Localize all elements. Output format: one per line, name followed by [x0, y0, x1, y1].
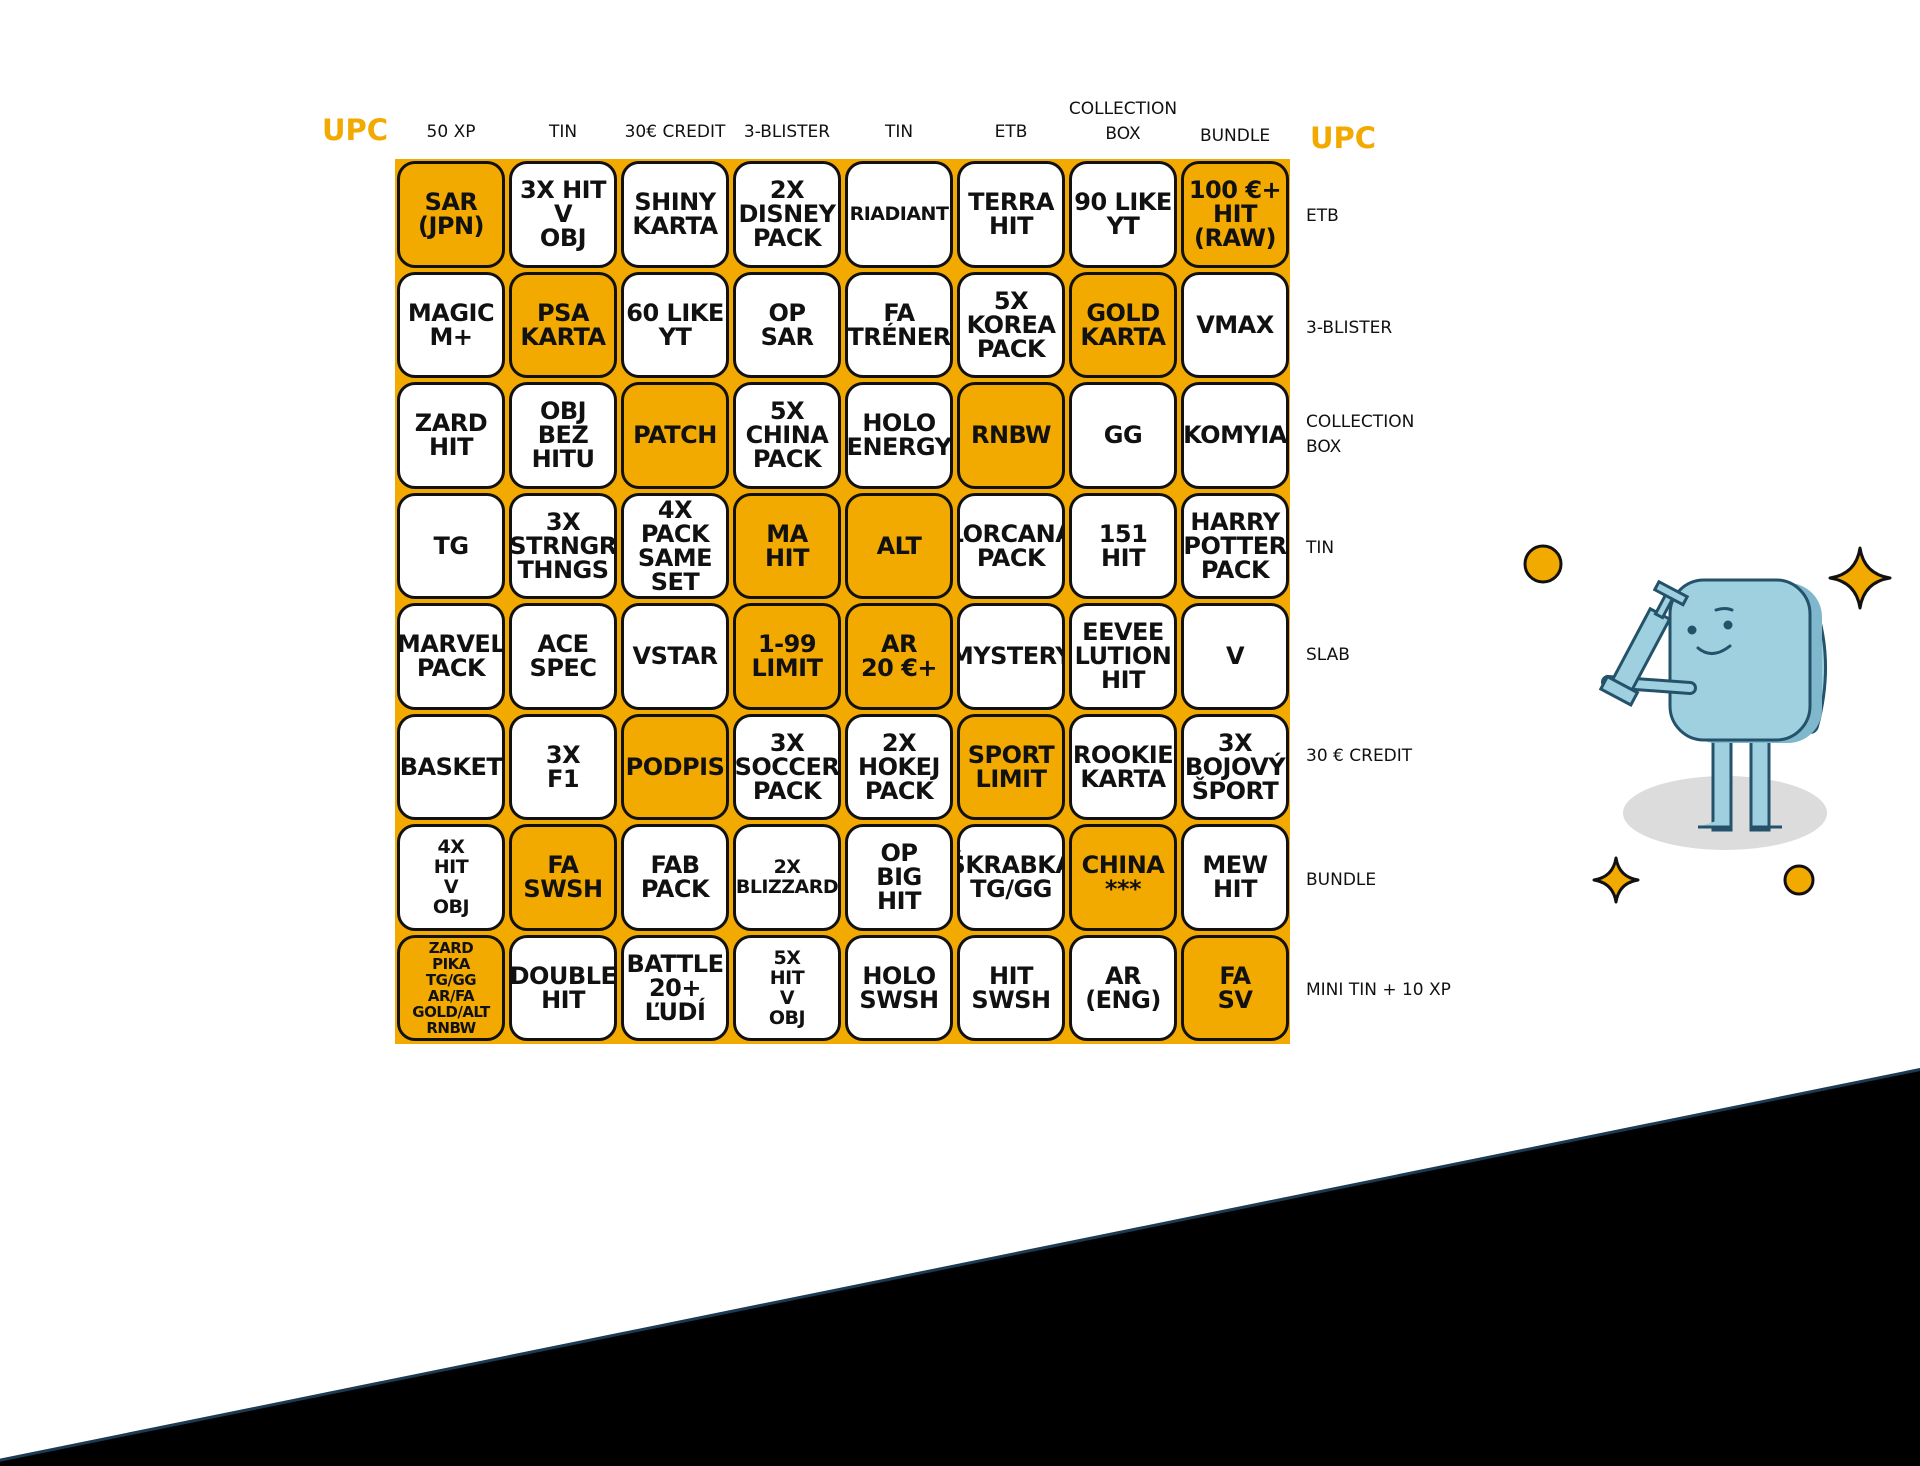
bingo-cell[interactable]: AR (ENG): [1069, 934, 1177, 1041]
bingo-cell[interactable]: ZARD HIT: [397, 382, 505, 489]
column-header: BUNDLE: [1199, 126, 1271, 146]
bingo-cell[interactable]: BATTLE 20+ ĽUDÍ: [621, 934, 729, 1041]
bingo-cell[interactable]: OP BIG HIT: [845, 824, 953, 931]
bingo-cell[interactable]: 60 LIKE YT: [621, 271, 729, 378]
bingo-cell[interactable]: V: [1181, 603, 1289, 710]
bingo-cell[interactable]: ACE SPEC: [509, 603, 617, 710]
bingo-cell[interactable]: AR 20 €+: [845, 603, 953, 710]
bingo-cell[interactable]: MEW HIT: [1181, 824, 1289, 931]
bingo-cell[interactable]: HIT SWSH: [957, 934, 1065, 1041]
sparkle-icon: [1592, 856, 1640, 904]
column-header: 3-BLISTER: [743, 122, 831, 142]
bingo-cell[interactable]: GG: [1069, 382, 1177, 489]
bingo-cell[interactable]: HOLO ENERGY: [845, 382, 953, 489]
column-header: ETB: [994, 122, 1028, 142]
bingo-cell[interactable]: MA HIT: [733, 492, 841, 599]
bingo-cell[interactable]: 3X HIT V OBJ: [509, 161, 617, 268]
dot-icon: [1523, 544, 1563, 584]
bingo-cell[interactable]: 5X KOREA PACK: [957, 271, 1065, 378]
bingo-cell[interactable]: MYSTERY: [957, 603, 1065, 710]
bingo-cell[interactable]: MARVEL PACK: [397, 603, 505, 710]
corner-label-left: UPC: [322, 113, 389, 147]
row-header: SLAB: [1306, 645, 1350, 665]
bingo-cell[interactable]: 3X BOJOVÝ ŠPORT: [1181, 713, 1289, 820]
bingo-cell[interactable]: 3X STRNGR THNGS: [509, 492, 617, 599]
bingo-cell[interactable]: GOLD KARTA: [1069, 271, 1177, 378]
bingo-cell[interactable]: VMAX: [1181, 271, 1289, 378]
row-header: 30 € CREDIT: [1306, 746, 1413, 766]
row-header: MINI TIN + 10 XP: [1306, 980, 1451, 1000]
column-header: 30€ CREDIT: [624, 122, 726, 142]
column-header: TIN: [548, 122, 578, 142]
bingo-cell[interactable]: KOMYIA: [1181, 382, 1289, 489]
bingo-cell[interactable]: OP SAR: [733, 271, 841, 378]
bingo-cell[interactable]: LORCANA PACK: [957, 492, 1065, 599]
row-header: BUNDLE: [1306, 870, 1377, 890]
corner-label-right: UPC: [1310, 121, 1377, 155]
bingo-cell[interactable]: HARRY POTTER PACK: [1181, 492, 1289, 599]
bingo-cell[interactable]: PODPIS: [621, 713, 729, 820]
bingo-cell[interactable]: 2X HOKEJ PACK: [845, 713, 953, 820]
row-header: COLLECTION BOX: [1306, 412, 1415, 457]
bingo-cell[interactable]: 4X HIT V OBJ: [397, 824, 505, 931]
bingo-grid: SAR (JPN) 3X HIT V OBJ SHINY KARTA 2X DISNE…: [395, 159, 1290, 1044]
bingo-cell[interactable]: 90 LIKE YT: [1069, 161, 1177, 268]
bingo-cell[interactable]: 100 €+ HIT (RAW): [1181, 161, 1289, 268]
bingo-cell[interactable]: VSTAR: [621, 603, 729, 710]
bingo-cell[interactable]: CHINA ***: [1069, 824, 1177, 931]
bingo-cell[interactable]: 151 HIT: [1069, 492, 1177, 599]
bingo-cell[interactable]: 1-99 LIMIT: [733, 603, 841, 710]
bingo-cell[interactable]: RIADIANT: [845, 161, 953, 268]
row-header: 3-BLISTER: [1306, 318, 1393, 338]
sparkle-icon: [1828, 546, 1892, 610]
bingo-cell[interactable]: RNBW: [957, 382, 1065, 489]
bingo-board-area: UPC UPC 50 XP TIN 30€ CREDIT 3-BLISTER TIN ET…: [322, 99, 1451, 1044]
bingo-cell[interactable]: 3X SOCCER PACK: [733, 713, 841, 820]
bingo-cell[interactable]: SHINY KARTA: [621, 161, 729, 268]
bingo-cell[interactable]: 3X F1: [509, 713, 617, 820]
bingo-cell[interactable]: HOLO SWSH: [845, 934, 953, 1041]
bingo-cell[interactable]: DOUBLE HIT: [509, 934, 617, 1041]
dot-icon: [1783, 864, 1815, 896]
bingo-cell[interactable]: 2X BLIZZARD: [733, 824, 841, 931]
bingo-cell[interactable]: ALT: [845, 492, 953, 599]
bingo-cell[interactable]: FA SWSH: [509, 824, 617, 931]
bingo-cell[interactable]: PSA KARTA: [509, 271, 617, 378]
column-header: TIN: [884, 122, 914, 142]
bingo-cell[interactable]: TERRA HIT: [957, 161, 1065, 268]
bingo-cell[interactable]: 5X HIT V OBJ: [733, 934, 841, 1041]
robot-mascot-icon: [1598, 578, 1828, 850]
bingo-cell[interactable]: ŠKRABKA TG/GG: [957, 824, 1065, 931]
bingo-cell[interactable]: 2X DISNEY PACK: [733, 161, 841, 268]
bingo-cell[interactable]: SAR (JPN): [397, 161, 505, 268]
bingo-cell[interactable]: ZARD PIKA TG/GG AR/FA GOLD/ALT RNBW: [397, 934, 505, 1041]
bingo-cell[interactable]: FA SV: [1181, 934, 1289, 1041]
bingo-cell[interactable]: MAGIC M+: [397, 271, 505, 378]
column-header: COLLECTION BOX: [1068, 99, 1178, 144]
bingo-cell[interactable]: 4X PACK SAME SET: [621, 492, 729, 599]
bingo-cell[interactable]: 5X CHINA PACK: [733, 382, 841, 489]
bingo-cell[interactable]: PATCH: [621, 382, 729, 489]
row-header: ETB: [1306, 206, 1339, 226]
column-header: 50 XP: [426, 122, 476, 142]
bingo-cell[interactable]: TG: [397, 492, 505, 599]
bingo-cell[interactable]: FA TRÉNER: [845, 271, 953, 378]
row-header: TIN: [1306, 538, 1335, 558]
bingo-cell[interactable]: OBJ BEZ HITU: [509, 382, 617, 489]
bingo-cell[interactable]: ROOKIE KARTA: [1069, 713, 1177, 820]
bingo-cell[interactable]: SPORT LIMIT: [957, 713, 1065, 820]
bingo-cell[interactable]: FAB PACK: [621, 824, 729, 931]
bingo-cell[interactable]: EEVEE LUTION HIT: [1069, 603, 1177, 710]
bingo-cell[interactable]: BASKET: [397, 713, 505, 820]
